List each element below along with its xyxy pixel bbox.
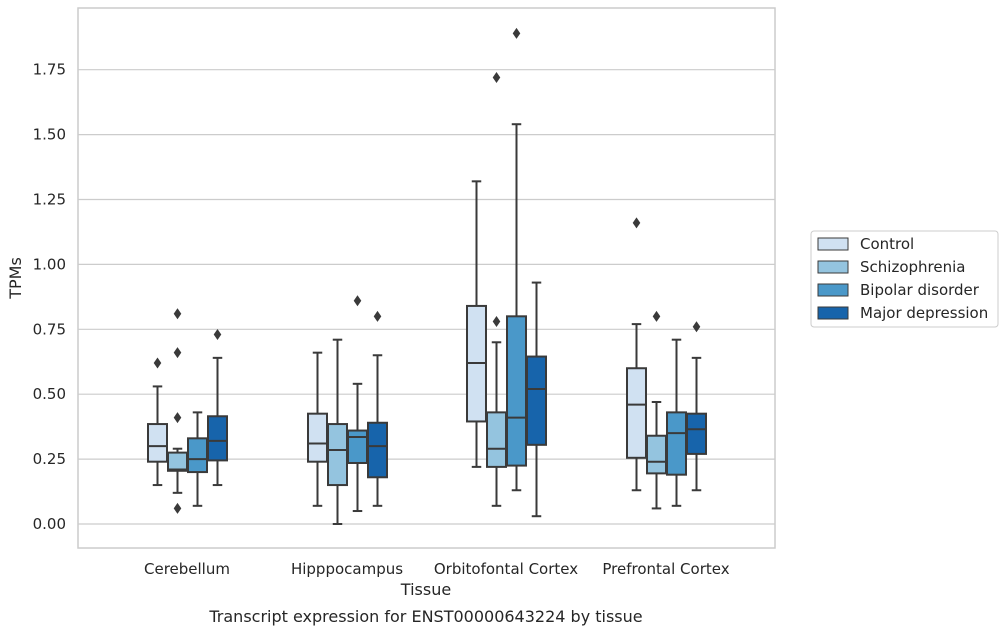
box-0-0: [147, 357, 168, 487]
outlier-point: [632, 217, 641, 229]
box-iqr: [626, 367, 647, 459]
y-axis-label: TPMs: [6, 257, 25, 300]
legend-swatch: [817, 306, 849, 320]
x-axis-label: Tissue: [400, 580, 451, 599]
x-tick-label: Prefrontal Cortex: [602, 560, 729, 578]
box-2-1: [486, 71, 507, 507]
x-tick-label: Cerebellum: [144, 560, 230, 578]
outlier-point: [512, 27, 521, 39]
box-2-3: [526, 281, 547, 518]
box-iqr: [187, 437, 208, 474]
outlier-point: [213, 328, 222, 340]
box-1-0: [307, 351, 328, 507]
legend-entry: Major depression: [860, 304, 988, 322]
box-iqr: [506, 315, 527, 467]
x-axis-ticks: Cerebellum Hipppocampus Orbitofontal Corte…: [144, 560, 730, 578]
box-iqr: [367, 421, 388, 479]
x-tick-label: Orbitofontal Cortex: [434, 560, 578, 578]
outlier-point: [373, 310, 382, 322]
box-iqr: [486, 411, 507, 468]
legend-swatch: [817, 260, 849, 274]
x-tick-label: Hipppocampus: [291, 560, 403, 578]
y-tick-label: 0.75: [33, 320, 66, 338]
outlier-point: [492, 316, 501, 328]
legend-entry: Schizophrenia: [860, 258, 965, 276]
y-tick-label: 0.25: [33, 450, 66, 468]
outlier-point: [173, 502, 182, 514]
outlier-point: [173, 308, 182, 320]
box-2-0: [466, 180, 487, 468]
box-iqr: [167, 451, 188, 472]
legend: Control Schizophrenia Bipolar disorder Majo…: [810, 230, 999, 328]
y-tick-label: 1.50: [33, 126, 66, 144]
plot-frame: [77, 7, 776, 549]
box-2-2: [506, 27, 527, 492]
box-iqr: [307, 412, 328, 463]
legend-entry: Bipolar disorder: [860, 281, 980, 299]
box-iqr: [347, 429, 368, 464]
outlier-point: [692, 321, 701, 333]
box-0-3: [207, 328, 228, 487]
outlier-point: [492, 71, 501, 83]
box-0-1: [167, 308, 188, 514]
box-iqr: [207, 415, 228, 462]
box-3-1: [646, 310, 667, 510]
figure-caption: Transcript expression for ENST0000064322…: [208, 607, 642, 626]
y-tick-label: 1.75: [33, 61, 66, 79]
box-1-3: [367, 310, 388, 507]
box-1-2: [347, 295, 368, 513]
outlier-point: [153, 357, 162, 369]
box-iqr: [646, 434, 667, 475]
y-tick-label: 0.00: [33, 515, 66, 533]
y-tick-label: 1.00: [33, 255, 66, 273]
legend-entry: Control: [860, 235, 914, 253]
legend-frame: [810, 230, 999, 328]
box-3-3: [686, 321, 707, 492]
legend-swatch: [817, 237, 849, 251]
y-tick-label: 1.25: [33, 191, 66, 209]
outlier-point: [173, 412, 182, 424]
box-iqr: [686, 412, 707, 455]
box-1-1: [327, 338, 348, 525]
box-iqr: [147, 423, 168, 463]
box-3-0: [626, 217, 647, 492]
box-iqr: [666, 411, 687, 476]
outlier-point: [353, 295, 362, 307]
legend-swatch: [817, 283, 849, 297]
box-iqr: [327, 423, 348, 487]
y-tick-label: 0.50: [33, 385, 66, 403]
boxes: [147, 27, 707, 525]
y-axis-ticks: 0.00 0.25 0.50 0.75 1.00 1.25 1.50 1.75: [33, 61, 66, 533]
outlier-point: [652, 310, 661, 322]
outlier-point: [173, 347, 182, 359]
box-iqr: [526, 355, 547, 446]
